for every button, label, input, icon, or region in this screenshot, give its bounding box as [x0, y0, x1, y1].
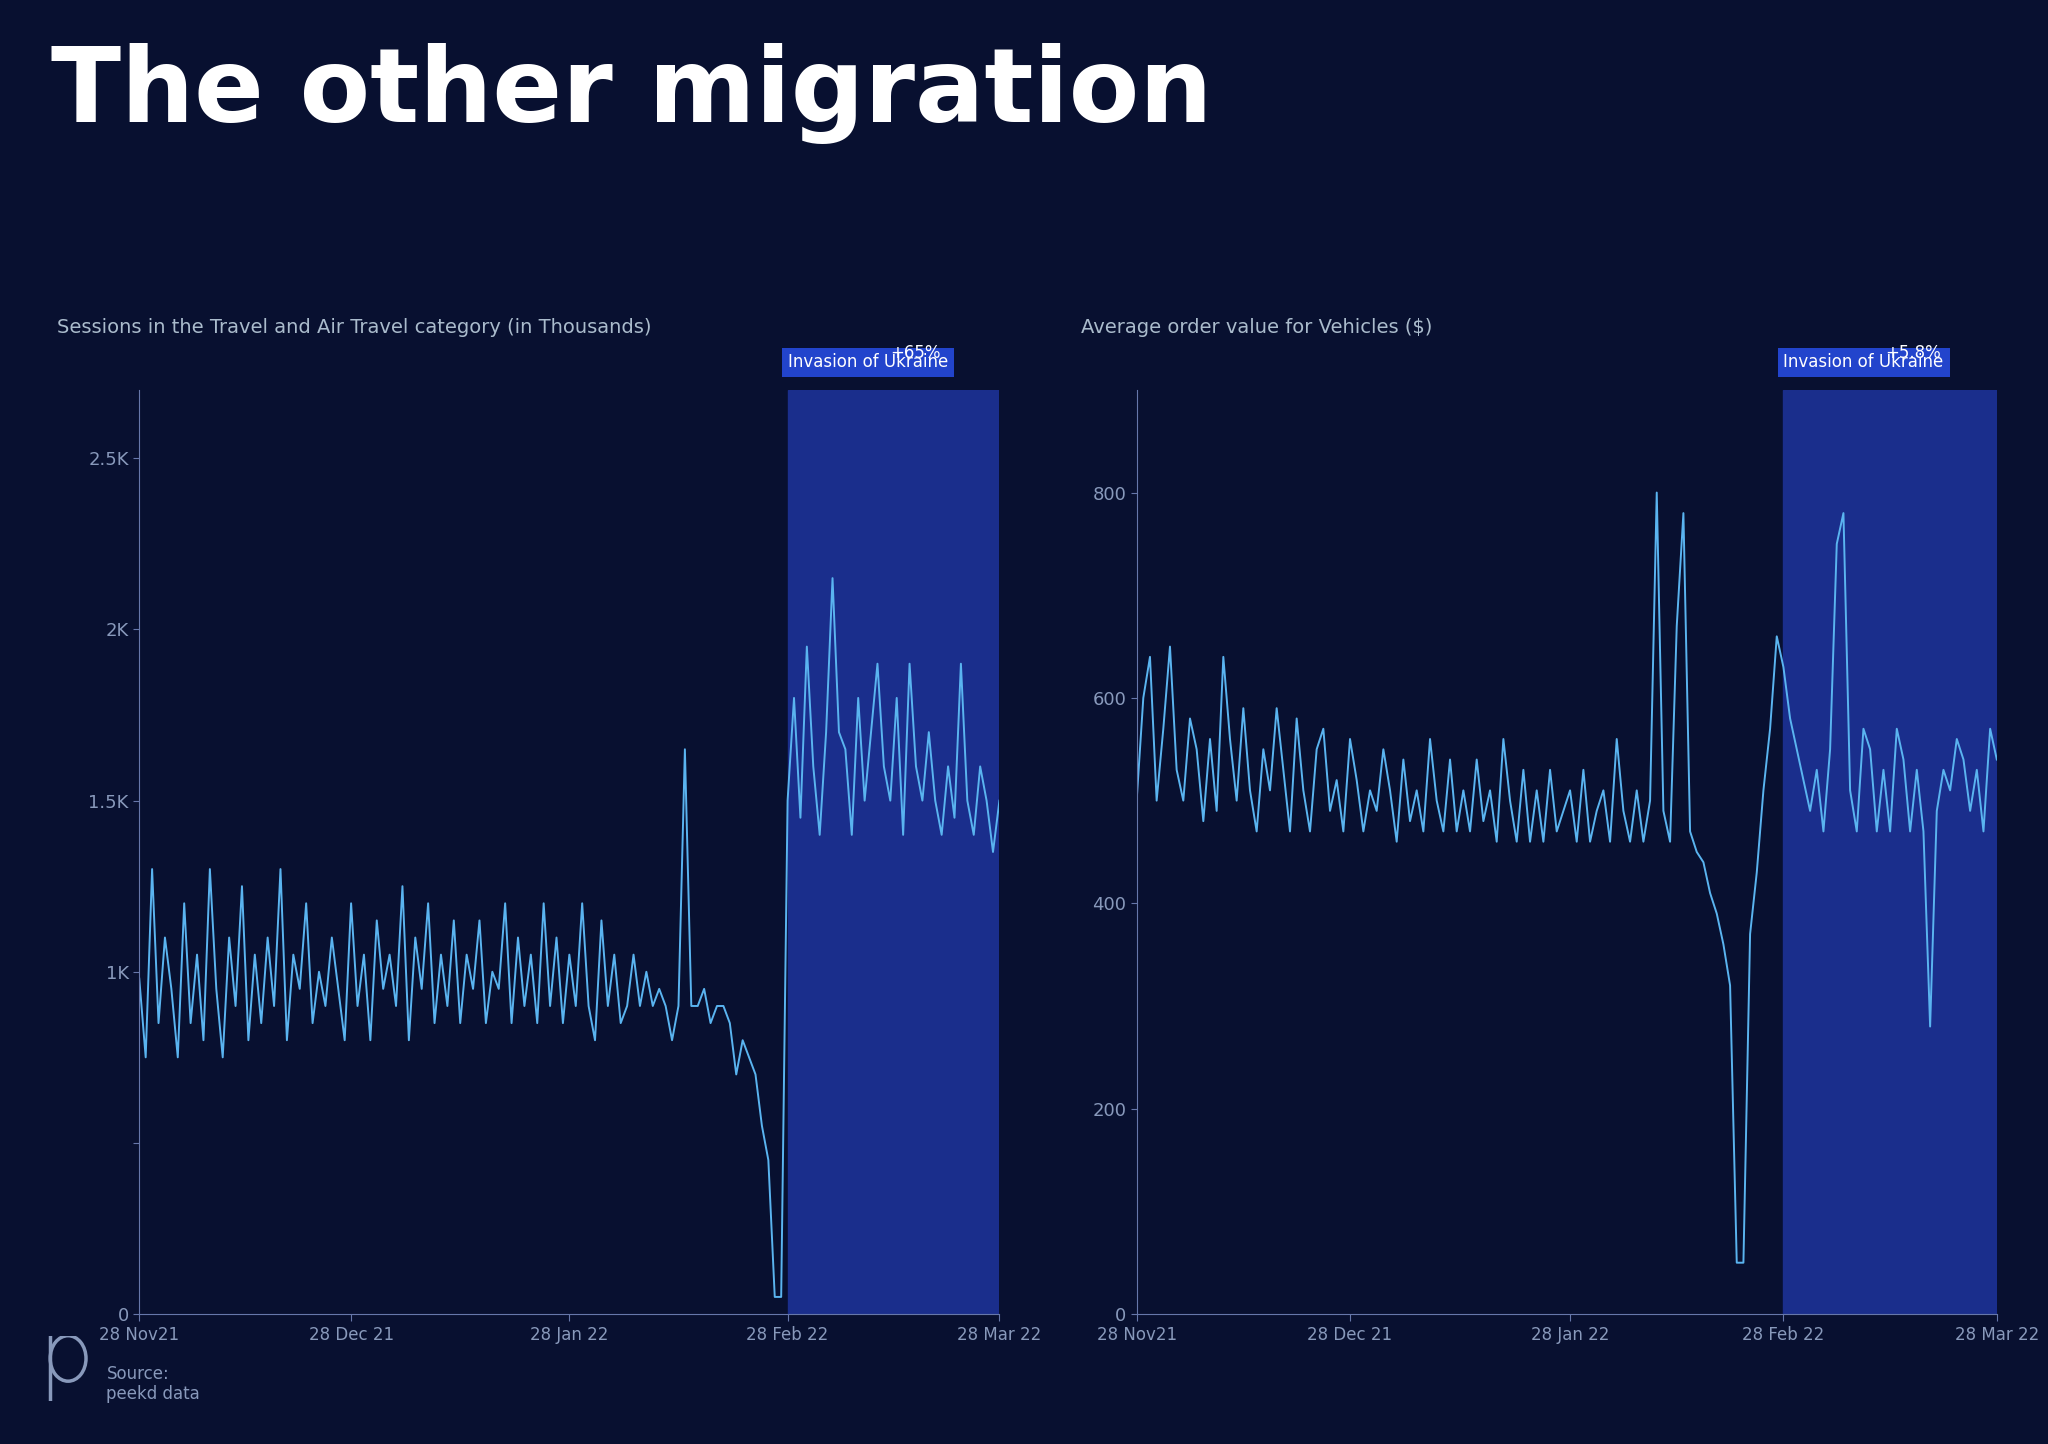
Bar: [788, 390, 999, 1314]
Text: Sessions in the Travel and Air Travel category (in Thousands): Sessions in the Travel and Air Travel ca…: [57, 318, 651, 336]
Text: Average order value for Vehicles ($): Average order value for Vehicles ($): [1081, 318, 1434, 336]
Text: The other migration: The other migration: [51, 43, 1212, 144]
Text: +5.8%: +5.8%: [1886, 344, 1942, 362]
Text: +65%: +65%: [891, 344, 942, 362]
Text: Source:
peekd data: Source: peekd data: [106, 1365, 201, 1404]
Bar: [1784, 390, 1997, 1314]
Text: Invasion of Ukraine: Invasion of Ukraine: [788, 354, 948, 371]
Text: Invasion of Ukraine: Invasion of Ukraine: [1784, 354, 1944, 371]
